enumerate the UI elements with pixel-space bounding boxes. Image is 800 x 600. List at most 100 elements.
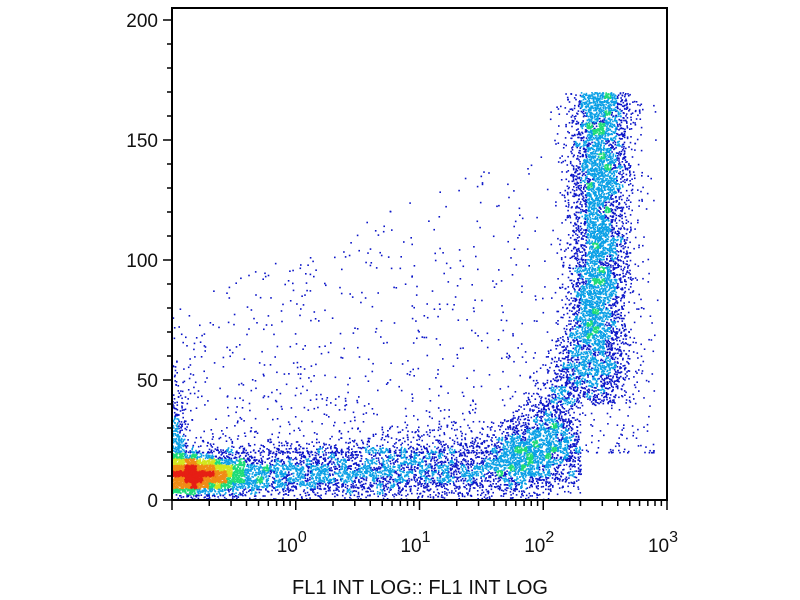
data-point xyxy=(225,469,228,472)
data-point xyxy=(577,459,579,461)
data-point xyxy=(219,474,221,477)
data-point xyxy=(471,471,474,474)
data-point xyxy=(480,477,482,479)
data-point xyxy=(359,484,362,487)
data-point xyxy=(205,489,208,492)
data-point xyxy=(458,495,460,497)
data-point xyxy=(353,485,355,487)
data-point xyxy=(467,460,469,462)
data-point xyxy=(198,465,200,467)
data-point xyxy=(572,443,574,445)
data-point xyxy=(436,488,439,491)
data-point xyxy=(400,452,403,454)
data-point xyxy=(336,461,338,464)
data-point xyxy=(387,464,389,466)
data-point xyxy=(220,469,222,471)
data-point xyxy=(287,460,290,463)
data-point xyxy=(435,470,437,473)
data-point xyxy=(413,461,415,463)
data-point xyxy=(196,457,198,460)
data-point xyxy=(479,438,481,440)
data-point xyxy=(473,441,476,444)
data-point xyxy=(380,475,382,477)
data-point xyxy=(365,468,368,470)
data-point xyxy=(419,482,421,484)
data-point xyxy=(472,482,475,484)
data-point xyxy=(214,495,216,498)
data-point xyxy=(191,465,193,467)
data-point xyxy=(196,463,198,466)
data-point xyxy=(344,473,346,475)
data-point xyxy=(447,489,449,491)
data-point xyxy=(391,474,393,477)
data-point xyxy=(209,458,211,460)
data-point xyxy=(234,461,237,463)
data-point xyxy=(509,491,512,493)
data-point xyxy=(421,494,424,497)
data-point xyxy=(207,487,209,490)
data-point xyxy=(211,483,214,486)
data-point xyxy=(238,464,241,466)
data-point xyxy=(207,469,210,472)
data-point xyxy=(259,464,262,466)
data-point xyxy=(439,477,441,480)
data-point xyxy=(398,467,400,470)
data-point xyxy=(388,455,390,457)
data-point xyxy=(465,488,468,490)
data-point xyxy=(447,465,449,467)
data-point xyxy=(232,490,234,493)
data-point xyxy=(196,453,198,455)
data-point xyxy=(410,468,412,471)
data-point xyxy=(200,453,202,455)
data-point xyxy=(320,456,322,458)
data-point xyxy=(499,488,501,491)
data-point xyxy=(205,466,207,468)
data-point xyxy=(480,494,482,496)
data-point xyxy=(458,485,461,488)
data-point xyxy=(464,459,467,461)
data-point xyxy=(547,470,549,473)
data-point xyxy=(197,492,199,494)
data-point xyxy=(455,451,458,454)
data-point xyxy=(215,479,218,481)
data-point xyxy=(293,494,296,497)
data-point xyxy=(304,477,306,479)
data-point xyxy=(197,475,199,478)
data-point xyxy=(208,478,211,480)
data-point xyxy=(221,488,224,491)
data-point xyxy=(329,474,331,477)
data-point xyxy=(177,470,179,472)
data-point xyxy=(354,470,357,472)
data-point xyxy=(570,456,572,458)
data-point xyxy=(195,488,197,491)
data-point xyxy=(201,460,204,462)
data-point xyxy=(287,455,289,457)
data-point xyxy=(553,437,555,440)
data-point xyxy=(335,487,338,489)
data-point xyxy=(195,466,197,469)
data-point xyxy=(368,453,371,455)
data-point xyxy=(397,484,399,487)
data-point xyxy=(184,481,187,484)
data-point xyxy=(249,451,252,453)
data-point xyxy=(280,482,282,485)
data-point xyxy=(440,466,442,469)
data-point xyxy=(366,472,368,475)
data-point xyxy=(430,458,433,461)
data-point xyxy=(554,474,557,477)
data-point xyxy=(484,478,487,480)
data-point xyxy=(346,480,348,482)
data-point xyxy=(282,465,284,468)
data-point xyxy=(234,473,236,476)
data-point xyxy=(360,486,363,488)
data-point xyxy=(377,474,380,477)
data-point xyxy=(248,460,251,462)
data-point xyxy=(436,439,439,441)
data-point xyxy=(248,475,250,477)
data-point xyxy=(504,435,507,437)
data-point xyxy=(485,477,487,479)
data-point xyxy=(296,441,299,443)
data-point xyxy=(470,495,473,497)
data-point xyxy=(463,465,465,468)
data-point xyxy=(579,447,581,450)
